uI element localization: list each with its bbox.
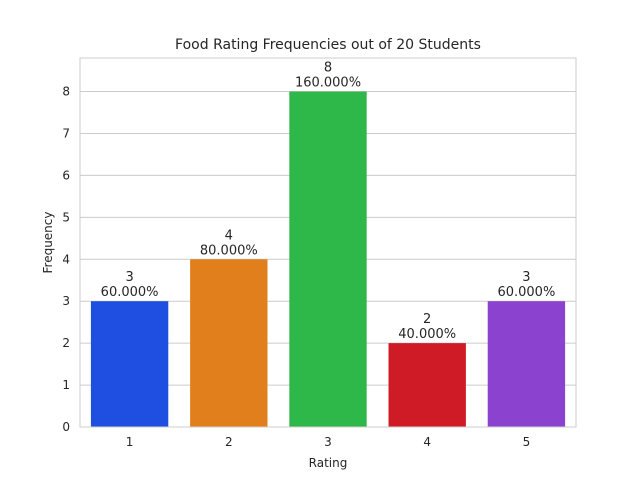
data-label-percent: 60.000% bbox=[101, 285, 159, 300]
x-tick-label: 5 bbox=[523, 435, 531, 449]
x-tick-label: 2 bbox=[225, 435, 233, 449]
y-tick-labels: 0 1 2 3 4 5 6 7 8 bbox=[62, 85, 70, 434]
data-label-value: 4 bbox=[225, 228, 233, 243]
data-label-percent: 40.000% bbox=[398, 327, 456, 342]
x-tick-label: 1 bbox=[126, 435, 134, 449]
y-tick-label: 0 bbox=[62, 420, 70, 434]
y-tick-label: 7 bbox=[62, 126, 70, 140]
data-label-value: 3 bbox=[125, 270, 133, 285]
x-tick-labels: 1 2 3 4 5 bbox=[126, 435, 530, 449]
data-label-value: 3 bbox=[522, 270, 530, 285]
bar-4 bbox=[388, 343, 466, 427]
y-tick-label: 3 bbox=[62, 294, 70, 308]
data-labels: 360.000%480.000%8160.000%240.000%360.000… bbox=[101, 61, 556, 343]
plot-frame bbox=[79, 57, 577, 428]
x-tick-label: 4 bbox=[423, 435, 431, 449]
y-tick-label: 6 bbox=[62, 168, 70, 182]
bar-5 bbox=[487, 301, 566, 427]
y-tick-label: 1 bbox=[62, 378, 70, 392]
x-axis-label: Rating bbox=[309, 456, 348, 470]
bar-3 bbox=[289, 91, 367, 427]
y-tick-label: 5 bbox=[62, 210, 70, 224]
y-tick-label: 4 bbox=[62, 252, 70, 266]
bar-1 bbox=[90, 301, 169, 427]
data-label-percent: 80.000% bbox=[200, 243, 258, 258]
chart-title: Food Rating Frequencies out of 20 Studen… bbox=[175, 37, 481, 53]
bar-2 bbox=[190, 259, 268, 427]
x-tick-label: 3 bbox=[324, 435, 332, 449]
y-axis-label: Frequency bbox=[41, 212, 55, 274]
data-label-percent: 160.000% bbox=[295, 76, 361, 91]
y-tick-label: 2 bbox=[62, 336, 70, 350]
y-tick-label: 8 bbox=[62, 85, 70, 99]
data-label-value: 2 bbox=[423, 312, 431, 327]
bars bbox=[90, 91, 566, 427]
data-label-value: 8 bbox=[324, 61, 332, 76]
data-label-percent: 60.000% bbox=[497, 285, 555, 300]
